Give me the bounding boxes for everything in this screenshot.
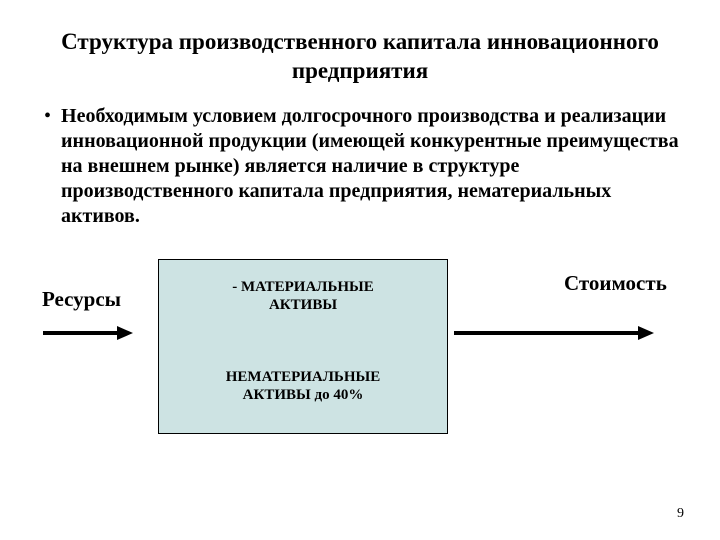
page-number: 9	[677, 506, 684, 522]
left-label-resources: Ресурсы	[42, 287, 121, 312]
bullet-marker: •	[44, 104, 51, 128]
intangible-assets-line2: АКТИВЫ до 40%	[243, 387, 364, 403]
bullet-text: Необходимым условием долгосрочного произ…	[61, 104, 680, 229]
arrow-input-icon	[43, 323, 163, 343]
bullet-item: • Необходимым условием долгосрочного про…	[40, 104, 680, 229]
intangible-assets-label: НЕМАТЕРИАЛЬНЫЕ АКТИВЫ до 40%	[159, 368, 447, 404]
material-assets-label: - МАТЕРИАЛЬНЫЕ АКТИВЫ	[159, 278, 447, 314]
diagram-container: Ресурсы Стоимость - МАТЕРИАЛЬНЫЕ АКТИВЫ …	[40, 259, 680, 459]
right-label-value: Стоимость	[564, 271, 667, 296]
intangible-assets-line1: НЕМАТЕРИАЛЬНЫЕ	[226, 369, 381, 385]
capital-box: - МАТЕРИАЛЬНЫЕ АКТИВЫ НЕМАТЕРИАЛЬНЫЕ АКТ…	[158, 259, 448, 434]
material-assets-line2: АКТИВЫ	[269, 297, 337, 313]
page-title: Структура производственного капитала инн…	[40, 28, 680, 86]
arrow-output-icon	[454, 323, 674, 343]
material-assets-line1: - МАТЕРИАЛЬНЫЕ	[232, 279, 374, 295]
